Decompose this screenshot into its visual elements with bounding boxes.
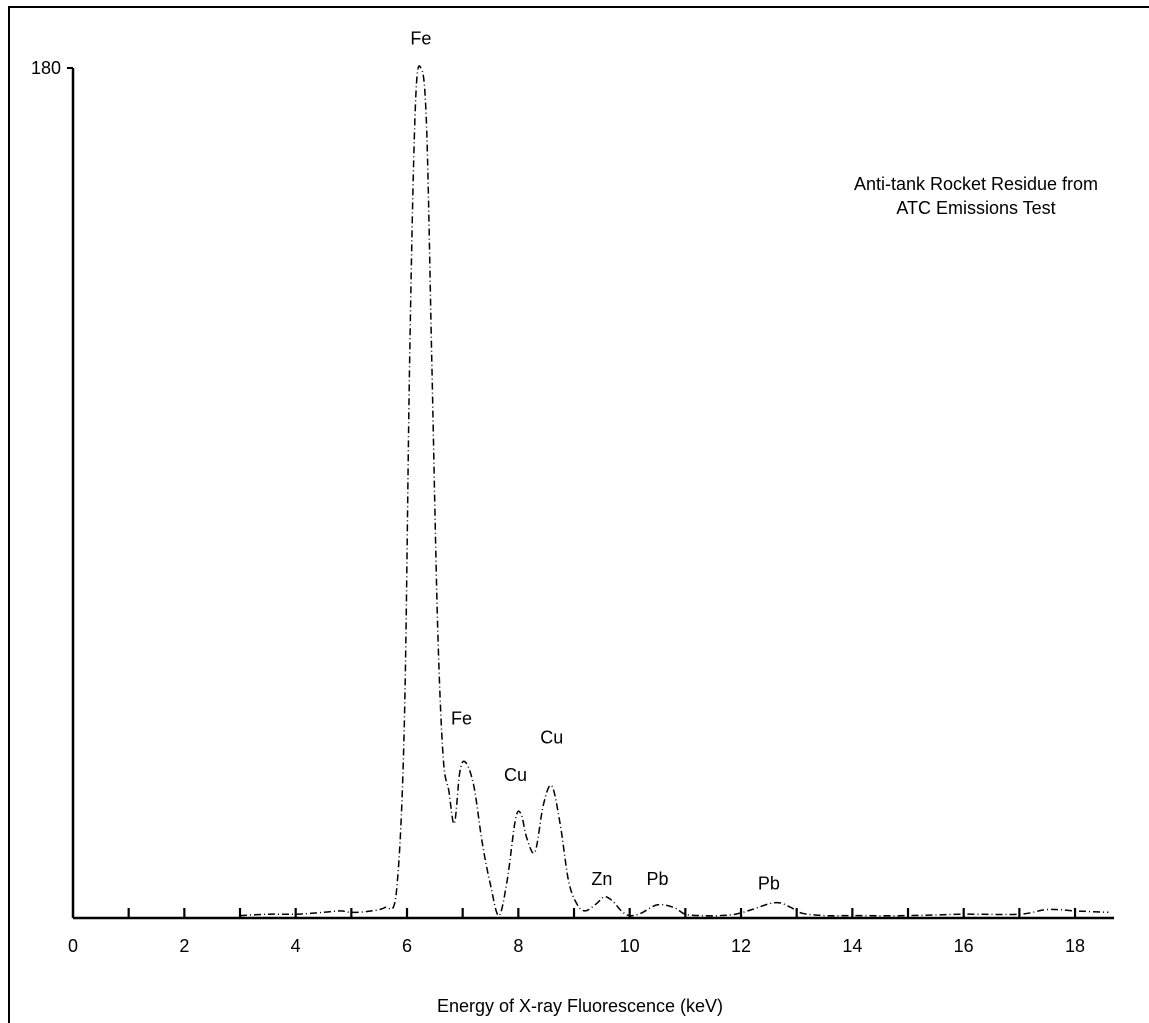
x-tick-label: 18 [1065,936,1085,956]
x-axis: 0 2 4 6 8 10 12 14 16 18 [68,908,1114,956]
x-tick-label: 2 [179,936,189,956]
x-tick-label: 8 [513,936,523,956]
annotation-line-1: Anti-tank Rocket Residue from [853,174,1099,194]
peak-label: Cu [540,727,563,747]
x-tick-label: 0 [68,936,78,956]
x-tick-label: 10 [620,936,640,956]
x-tick-label: 14 [842,936,862,956]
series-layer [239,65,1109,917]
peak-label: Fe [451,708,472,728]
y-tick-label: 180 [31,58,61,78]
peak-label: Zn [591,869,612,889]
chart-annotation: Anti-tank Rocket Residue from ATC Emissi… [796,172,1149,220]
peak-labels: Fe Fe Cu Cu Zn Pb Pb [410,28,779,893]
y-axis: 180 [31,58,75,918]
x-tick-label: 12 [731,936,751,956]
peak-label: Cu [504,765,527,785]
spectrum-line [239,65,1109,917]
annotation-line-2: ATC Emissions Test [896,198,1056,218]
peak-label: Pb [647,869,669,889]
x-tick-label: 4 [291,936,301,956]
peak-label: Fe [410,28,431,48]
x-tick-label: 6 [402,936,412,956]
x-tick-label: 16 [954,936,974,956]
peak-label: Pb [758,874,780,894]
chart-frame [8,6,1149,1023]
x-axis-label: Energy of X-ray Fluorescence (keV) [437,996,723,1016]
